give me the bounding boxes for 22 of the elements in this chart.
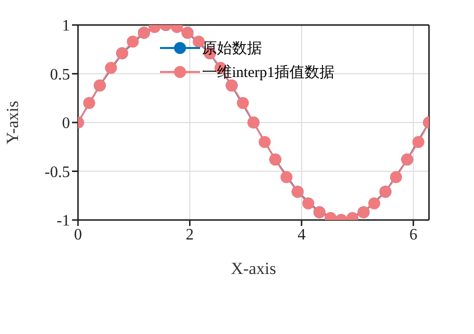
- point: [368, 197, 380, 210]
- point: [280, 171, 292, 184]
- y-tick-label: 1: [62, 18, 70, 35]
- y-tick-label: 0: [62, 115, 70, 132]
- point: [258, 136, 271, 148]
- y-tick-label: -0.5: [44, 164, 70, 181]
- point: [390, 171, 402, 184]
- legend-label: 一维interp1插值数据: [202, 64, 334, 82]
- y-axis-title: Y-axis: [3, 100, 22, 144]
- point: [104, 62, 117, 74]
- y-tick-label: 0.5: [50, 66, 70, 84]
- point: [126, 36, 139, 48]
- x-tick-label: 6: [409, 226, 418, 244]
- point: [412, 136, 424, 148]
- x-tick-label: 2: [186, 226, 194, 244]
- point: [302, 197, 314, 210]
- x-axis-title: X-axis: [230, 259, 276, 278]
- x-tick-label: 4: [298, 226, 306, 244]
- point: [83, 97, 96, 109]
- point: [236, 97, 249, 109]
- x-tick-label: 0: [74, 226, 82, 244]
- y-tick-label: -1: [56, 212, 70, 230]
